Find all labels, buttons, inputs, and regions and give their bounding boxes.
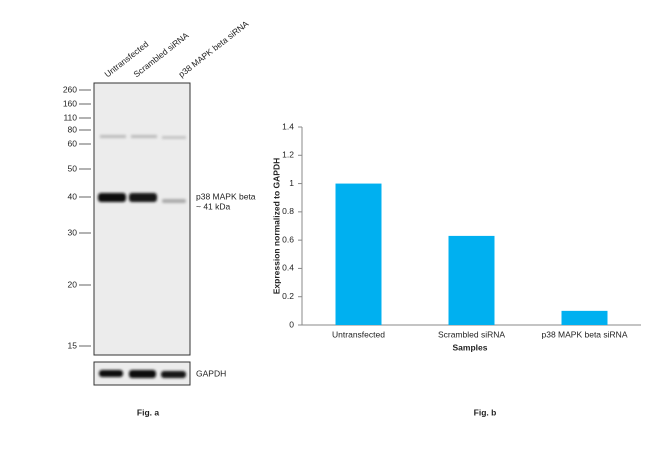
marker-label: 30: [68, 227, 78, 237]
y-axis-label: Expression normalized to GAPDH: [271, 158, 281, 295]
marker-label: 160: [63, 98, 77, 108]
x-tick-label: Scrambled siRNA: [438, 329, 505, 339]
x-tick-label: p38 MAPK beta siRNA: [542, 329, 628, 339]
marker-label: 60: [68, 138, 78, 148]
marker-label: 80: [68, 124, 78, 134]
y-tick-label: 0.8: [282, 206, 294, 216]
blot-membrane: [93, 82, 191, 356]
marker-label: 260: [63, 84, 77, 94]
x-axis-label: Samples: [453, 342, 488, 352]
marker-label: 40: [68, 191, 78, 201]
figure-caption: Fig. b: [474, 407, 497, 417]
marker-label: 15: [68, 340, 78, 350]
bar: [561, 310, 608, 325]
y-tick-label: 0.4: [282, 263, 294, 273]
gapdh-bands: [99, 370, 186, 378]
band-label: p38 MAPK beta: [196, 191, 256, 201]
y-tick-label: 1.4: [282, 121, 294, 131]
y-tick-label: 1.2: [282, 150, 294, 160]
bar: [448, 235, 495, 325]
y-tick-label: 0: [289, 319, 294, 329]
marker-label: 20: [68, 279, 78, 289]
loading-control-label: GAPDH: [196, 368, 226, 378]
blot-bands: [98, 135, 186, 203]
lane-label: p38 MAPK beta siRNA: [176, 18, 250, 79]
y-tick-label: 0.6: [282, 234, 294, 244]
y-tick-label: 0.2: [282, 291, 294, 301]
band-size: ~ 41 kDa: [196, 201, 231, 211]
bar: [335, 183, 382, 325]
marker-label: 110: [63, 112, 77, 122]
figure-caption: Fig. a: [137, 407, 159, 417]
y-tick-label: 1: [289, 178, 294, 188]
marker-label: 50: [68, 163, 78, 173]
x-tick-label: Untransfected: [332, 329, 385, 339]
